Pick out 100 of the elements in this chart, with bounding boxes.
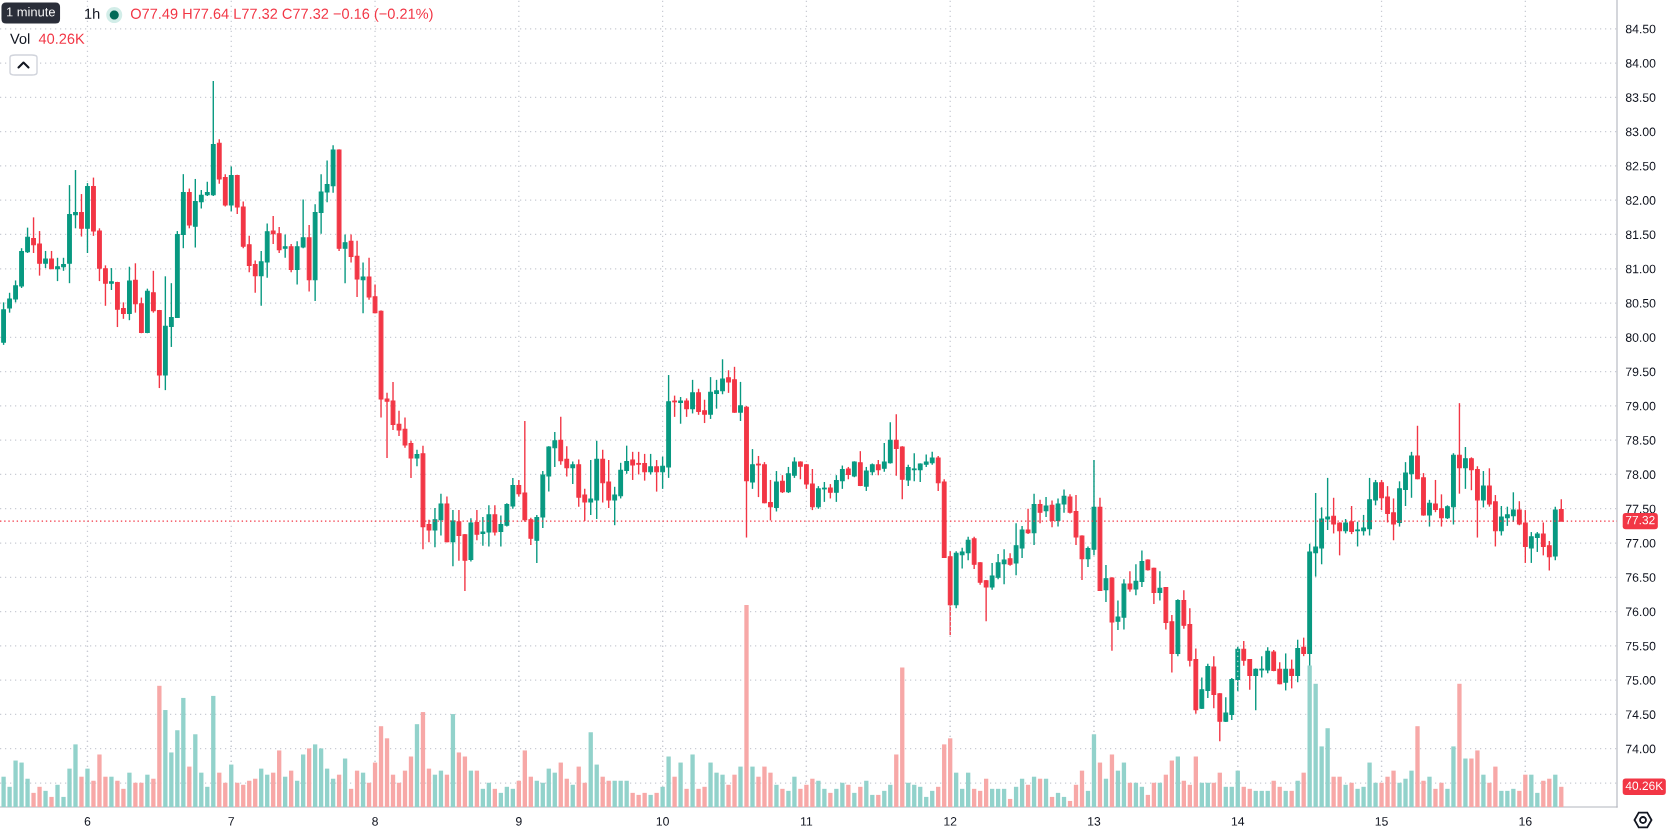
bar xyxy=(1427,776,1432,807)
candlestick xyxy=(288,243,294,273)
bar xyxy=(672,776,677,807)
bar xyxy=(780,788,785,807)
candlestick xyxy=(672,394,678,418)
bar xyxy=(265,774,270,807)
bar xyxy=(1049,796,1055,807)
candlestick xyxy=(690,379,695,415)
bar xyxy=(300,754,306,807)
bar xyxy=(750,766,755,807)
bar xyxy=(894,754,899,807)
bar xyxy=(983,778,989,807)
bar xyxy=(918,786,923,807)
bar xyxy=(295,780,300,807)
bar xyxy=(247,780,252,807)
bar xyxy=(648,794,653,807)
x-tick-label: 12 xyxy=(944,817,957,826)
candlestick xyxy=(1157,570,1163,602)
bar xyxy=(1541,780,1546,807)
x-tick-label: 14 xyxy=(1231,817,1245,826)
bar xyxy=(438,770,444,807)
bar xyxy=(474,770,480,807)
bar xyxy=(324,768,330,807)
bar xyxy=(1175,756,1181,807)
bar xyxy=(1103,778,1109,807)
bar xyxy=(1115,770,1121,807)
bar xyxy=(259,768,264,807)
bar xyxy=(211,695,216,807)
bar xyxy=(1277,786,1282,807)
bar xyxy=(402,770,408,807)
bar xyxy=(977,790,983,807)
bar xyxy=(1133,782,1139,807)
x-tick-label: 16 xyxy=(1519,817,1532,826)
bar xyxy=(1121,762,1127,807)
candlestick xyxy=(678,396,684,425)
y-tick-label: 79.00 xyxy=(1625,401,1656,411)
bar xyxy=(205,786,210,807)
y-tick-label: 75.00 xyxy=(1625,676,1656,685)
y-tick-label: 77.50 xyxy=(1625,504,1656,514)
bar xyxy=(372,762,378,807)
bar xyxy=(1259,790,1264,807)
bar xyxy=(1157,782,1163,807)
bar xyxy=(223,782,228,807)
bar xyxy=(1187,784,1192,807)
candlestick xyxy=(570,460,576,485)
bar xyxy=(1553,774,1558,807)
bar xyxy=(378,726,384,807)
y-tick-label: 83.00 xyxy=(1625,127,1656,137)
y-tick-label: 82.50 xyxy=(1625,161,1656,171)
bar xyxy=(1013,786,1019,807)
bar xyxy=(858,786,863,807)
bar xyxy=(540,782,545,807)
candlestick xyxy=(738,381,743,422)
bar xyxy=(229,764,234,807)
bar xyxy=(1139,786,1145,807)
annotation: 1 minute xyxy=(6,6,55,17)
y-tick-label: 76.00 xyxy=(1625,607,1656,617)
bar xyxy=(594,764,599,807)
bar xyxy=(456,752,462,807)
bar xyxy=(852,792,857,807)
text: O77.49 H77.64 L77.32 C77.32 −0.16 (−0.21%) xyxy=(130,8,433,22)
bar xyxy=(534,780,539,807)
bar xyxy=(462,756,468,807)
text: 40.26K xyxy=(1625,781,1664,791)
bar xyxy=(1283,790,1288,807)
bar xyxy=(145,774,150,807)
bar xyxy=(828,792,833,807)
bar xyxy=(1181,780,1186,807)
bar xyxy=(1235,770,1240,807)
bar xyxy=(846,784,851,807)
bar xyxy=(690,754,695,807)
candlestick xyxy=(79,193,84,238)
bar xyxy=(1547,778,1552,807)
bar xyxy=(354,770,360,807)
bar xyxy=(396,782,402,807)
bar xyxy=(528,776,533,807)
candlestick xyxy=(684,397,689,418)
bar xyxy=(678,762,683,807)
bar xyxy=(960,788,965,807)
ref-line-label: 77.32 xyxy=(1625,515,1655,525)
candlestick xyxy=(750,448,755,490)
bar xyxy=(1151,782,1157,807)
bar xyxy=(900,667,905,807)
bar xyxy=(624,780,629,807)
x-tick-label: 15 xyxy=(1375,817,1388,826)
bar xyxy=(318,748,324,807)
bar xyxy=(954,772,959,807)
bar xyxy=(870,794,875,807)
bar xyxy=(253,778,258,807)
bar xyxy=(1457,683,1462,807)
bar xyxy=(924,796,929,807)
bar xyxy=(1343,784,1348,807)
y-tick-label: 84.00 xyxy=(1625,58,1656,68)
y-tick-label: 74.50 xyxy=(1625,710,1656,719)
bar xyxy=(1229,786,1234,807)
y-tick-label: 82.00 xyxy=(1625,196,1656,205)
bar xyxy=(912,784,917,807)
bar xyxy=(1127,782,1133,807)
bar xyxy=(930,790,935,807)
bar xyxy=(504,786,509,807)
